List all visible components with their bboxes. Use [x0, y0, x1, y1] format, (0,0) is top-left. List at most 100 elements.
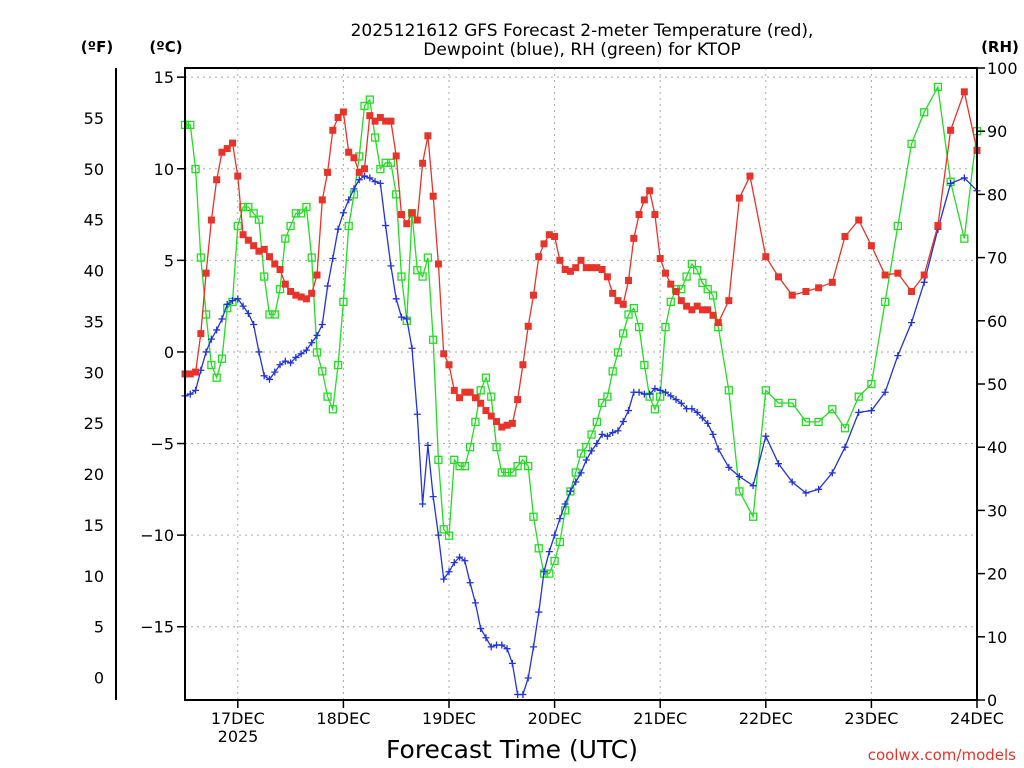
- dewpoint-point: [339, 209, 347, 217]
- fahrenheit-tick-label: 50: [84, 160, 104, 179]
- rh-point: [386, 158, 396, 167]
- dewpoint-point: [244, 309, 252, 317]
- rh-point: [613, 348, 623, 357]
- celsius-tick-label: −15: [140, 618, 174, 637]
- dewpoint-point: [508, 659, 516, 667]
- temperature-point: [244, 236, 252, 244]
- temperature-point: [292, 291, 300, 299]
- rh-tick-label: 10: [987, 628, 1007, 647]
- rh-point: [502, 468, 512, 477]
- dewpoint-point: [535, 608, 543, 616]
- temperature-point: [302, 295, 310, 303]
- dewpoint-point: [250, 320, 258, 328]
- temperature-point: [640, 196, 648, 204]
- celsius-tick-label: −10: [140, 526, 174, 545]
- rh-point: [328, 405, 337, 414]
- temperature-point: [625, 276, 633, 284]
- rh-point: [260, 272, 269, 281]
- temperature-point: [802, 287, 810, 295]
- dewpoint-point: [302, 346, 310, 354]
- dewpoint-point: [434, 531, 442, 539]
- x-axis-title: Forecast Time (UTC): [386, 735, 638, 764]
- dewpoint-point: [239, 302, 247, 310]
- dewpoint-point: [260, 372, 268, 380]
- dewpoint-point: [677, 399, 685, 407]
- fahrenheit-tick-label: 45: [84, 211, 104, 230]
- dewpoint-point: [429, 493, 437, 501]
- rh-point: [418, 272, 427, 281]
- dewpoint-point: [387, 262, 395, 270]
- temperature-point: [661, 269, 669, 277]
- dewpoint-point: [382, 222, 390, 230]
- temperature-point: [545, 231, 553, 239]
- dewpoint-point: [350, 185, 358, 193]
- rh-point: [434, 455, 443, 464]
- dewpoint-point: [223, 300, 231, 308]
- temperature-point: [920, 271, 928, 279]
- temperature-point: [908, 287, 916, 295]
- celsius-unit-label: (ºC): [149, 38, 182, 56]
- rh-point: [920, 108, 929, 117]
- rh-point: [508, 468, 517, 477]
- fahrenheit-tick-label: 10: [84, 567, 104, 586]
- dewpoint-point: [466, 579, 474, 587]
- temperature-point: [714, 319, 722, 327]
- rh-point: [624, 310, 633, 319]
- temperature-point: [540, 240, 548, 248]
- temperature-point: [434, 260, 442, 268]
- temperature-point: [265, 253, 273, 261]
- celsius-tick-label: 0: [164, 343, 174, 362]
- temperature-point: [683, 302, 691, 310]
- rh-point: [801, 417, 811, 427]
- x-tick-label: 24DEC: [950, 709, 1004, 728]
- rh-point: [233, 221, 242, 231]
- temperature-point: [556, 256, 564, 264]
- temperature-point: [519, 361, 527, 369]
- dewpoint-point: [762, 432, 770, 440]
- temperature-point: [841, 233, 849, 241]
- x-tick-label: 20DEC: [528, 709, 582, 728]
- dewpoint-point: [234, 295, 242, 303]
- dewpoint-point: [366, 174, 374, 182]
- temperature-point: [529, 291, 537, 299]
- dewpoint-point: [471, 599, 479, 607]
- temperature-point: [318, 196, 326, 204]
- temperature-point: [646, 187, 654, 195]
- fahrenheit-tick-label: 25: [84, 414, 104, 433]
- rh-point: [550, 556, 559, 566]
- rh-point: [291, 209, 301, 218]
- dewpoint-point: [371, 178, 379, 186]
- temperature-point: [207, 216, 215, 224]
- fahrenheit-tick-label: 15: [84, 516, 104, 535]
- rh-point: [487, 392, 496, 401]
- temperature-point: [250, 242, 258, 250]
- dewpoint-point: [276, 361, 284, 369]
- temperature-point: [403, 220, 411, 228]
- dewpoint-point: [667, 392, 675, 400]
- rh-point: [191, 164, 200, 174]
- series-dewpoint: [181, 172, 981, 699]
- rh-point: [788, 398, 797, 408]
- dewpoint-point: [524, 674, 532, 682]
- dewpoint-point: [281, 357, 289, 365]
- dewpoint-point: [287, 359, 295, 367]
- temperature-point: [609, 289, 617, 297]
- temperature-point: [297, 293, 305, 301]
- rh-point: [828, 405, 837, 414]
- dewpoint-point: [529, 643, 537, 651]
- rh-point: [693, 266, 702, 275]
- rh-point: [534, 544, 543, 553]
- temperature-point: [345, 148, 353, 156]
- temperature-point: [408, 209, 416, 217]
- temperature-point: [334, 113, 342, 121]
- dewpoint-point: [625, 407, 633, 415]
- rh-point: [339, 297, 348, 306]
- dewpoint-point: [551, 531, 559, 539]
- rh-point: [933, 82, 943, 92]
- rh-tick-label: 80: [987, 185, 1007, 204]
- dewpoint-point: [582, 456, 590, 464]
- temperature-point: [508, 419, 516, 427]
- dewpoint-point: [408, 344, 416, 352]
- rh-point: [455, 462, 464, 471]
- temperature-point: [313, 271, 321, 279]
